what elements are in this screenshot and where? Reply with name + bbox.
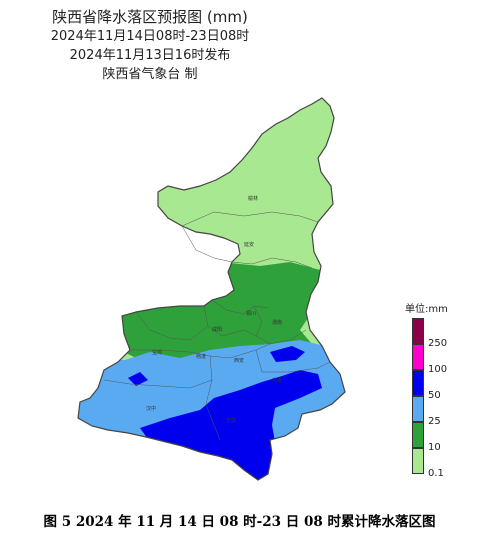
city-shangluo: 商洛 [272, 377, 282, 384]
city-yanan: 延安 [244, 241, 254, 248]
legend-label-10: 10 [428, 442, 441, 453]
zone-50-100-east [270, 346, 305, 362]
legend-swatch-3 [412, 396, 424, 422]
city-hanzhong: 汉中 [146, 405, 156, 412]
map-title-block: 陕西省降水落区预报图 (mm) 2024年11月14日08时-23日08时 20… [0, 8, 300, 84]
legend-swatch-0 [412, 318, 424, 344]
city-yangling: 杨凌 [196, 353, 206, 360]
issue-time: 2024年11月13日16时发布 [69, 48, 231, 63]
city-weinan: 渭南 [272, 319, 282, 326]
legend-swatch-4 [412, 422, 424, 448]
city-xianyang: 咸阳 [212, 326, 222, 333]
legend-swatch-5 [412, 448, 424, 474]
producer: 陕西省气象台 制 [102, 67, 198, 82]
zone-50-100-west [128, 372, 148, 386]
legend-label-0-1: 0.1 [428, 468, 444, 479]
zone-10-25 [110, 262, 320, 362]
legend-label-100: 100 [428, 364, 448, 375]
city-yulin: 榆林 [248, 195, 258, 202]
legend-unit: 单位:mm [405, 304, 448, 315]
legend-label-250: 250 [428, 338, 448, 349]
city-tongchuan: 铜川 [246, 310, 256, 317]
map-title: 陕西省降水落区预报图 (mm) [52, 8, 248, 26]
legend-label-50: 50 [428, 390, 441, 401]
city-ankang: 安康 [226, 417, 236, 424]
city-borders [103, 211, 331, 441]
legend-swatch-2 [412, 370, 424, 396]
province-border [77, 97, 346, 481]
forecast-period: 2024年11月14日08时-23日08时 [50, 29, 250, 44]
legend-swatch-1 [412, 344, 424, 370]
legend-label-25: 25 [428, 416, 441, 427]
city-baoji: 宝鸡 [152, 349, 162, 356]
city-xian: 西安 [234, 357, 244, 364]
figure-caption: 图 5 2024 年 11 月 14 日 08 时-23 日 08 时累计降水落… [43, 514, 436, 530]
